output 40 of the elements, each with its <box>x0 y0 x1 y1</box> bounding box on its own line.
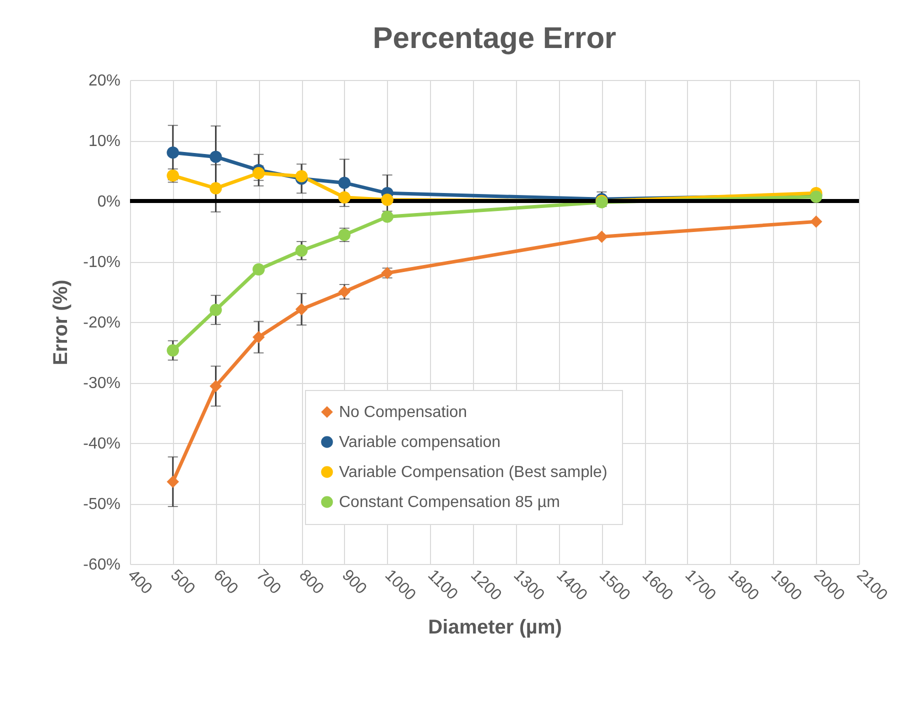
point <box>210 182 222 194</box>
x-tick-label: 600 <box>210 566 241 598</box>
point <box>810 215 822 228</box>
x-tick-label: 700 <box>252 566 284 598</box>
y-tick-label: -60% <box>83 556 120 574</box>
legend-label: Variable Compensation (Best sample) <box>339 464 608 481</box>
y-tick-label: -20% <box>83 314 120 332</box>
point <box>252 263 265 276</box>
y-tick-label: -30% <box>83 375 120 392</box>
point <box>596 230 608 243</box>
y-tick-label: 20% <box>88 72 120 90</box>
x-tick-label: 400 <box>124 566 156 598</box>
y-tick-label: 0% <box>97 194 120 210</box>
y-tick-label: -50% <box>83 496 120 513</box>
y-tick-label: 10% <box>88 133 120 150</box>
point <box>381 194 394 206</box>
point <box>295 170 308 182</box>
y-tick-label: -40% <box>83 436 120 452</box>
x-tick-label: 500 <box>167 566 198 598</box>
legend-label: Variable compensation <box>339 434 501 451</box>
point <box>338 176 351 189</box>
y-tick-label: -10% <box>83 254 120 271</box>
point <box>210 380 222 392</box>
point <box>210 150 222 163</box>
chart-title: Percentage Error <box>372 22 617 55</box>
x-axis-title: Diameter (µm) <box>428 616 562 638</box>
y-axis-title: Error (%) <box>50 280 72 366</box>
x-tick-label: 800 <box>296 566 327 598</box>
point <box>381 210 394 223</box>
x-tick-label: 900 <box>338 566 370 598</box>
point <box>295 303 308 316</box>
point <box>210 304 222 316</box>
point <box>252 331 265 344</box>
point <box>295 244 308 257</box>
point <box>166 344 180 357</box>
legend-label: No Compensation <box>339 404 468 421</box>
point <box>166 476 180 488</box>
point <box>338 191 351 204</box>
legend-label: Constant Compensation 85 µm <box>339 494 560 511</box>
point <box>166 146 180 159</box>
